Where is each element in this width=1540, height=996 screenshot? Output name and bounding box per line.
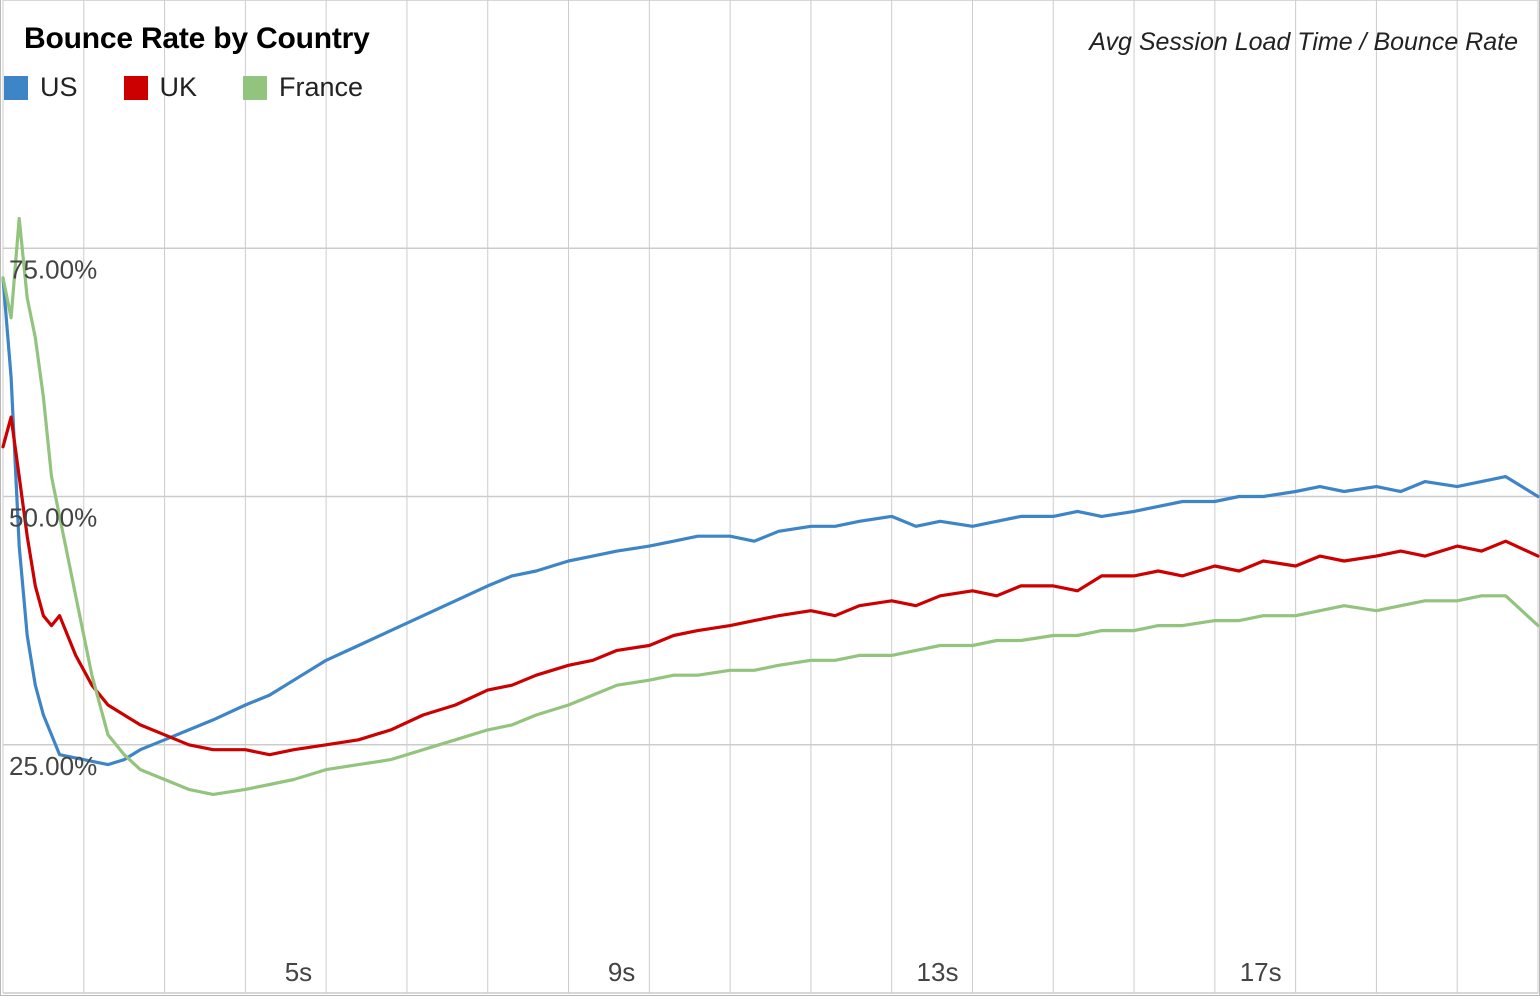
chart-subtitle: Avg Session Load Time / Bounce Rate [1089, 28, 1518, 56]
legend-item-france[interactable]: France [243, 72, 363, 103]
legend: US UK France [4, 72, 409, 103]
legend-label-us: US [40, 72, 78, 102]
legend-swatch-france [243, 75, 268, 100]
series-line-france[interactable] [1, 216, 1540, 796]
x-tick-label: 13s [917, 957, 959, 987]
y-axis-ticks: 25.00% 50.00% 75.00% [9, 254, 97, 781]
series-line-us[interactable] [1, 276, 1540, 767]
x-tick-label: 5s [285, 957, 312, 987]
legend-item-us[interactable]: US [4, 72, 78, 103]
series-line-uk[interactable] [1, 415, 1540, 757]
series-layer [1, 216, 1540, 796]
legend-swatch-uk [123, 75, 148, 100]
legend-item-uk[interactable]: UK [123, 72, 198, 103]
x-axis-ticks: 5s 9s 13s 17s [285, 957, 1282, 987]
y-tick-label: 25.00% [9, 751, 97, 781]
chart-title: Bounce Rate by Country [24, 22, 370, 55]
x-tick-label: 9s [608, 957, 635, 987]
y-tick-label: 75.00% [9, 254, 97, 284]
legend-label-france: France [279, 72, 364, 102]
y-tick-label: 50.00% [9, 503, 97, 533]
legend-swatch-us [4, 75, 28, 100]
legend-label-uk: UK [159, 72, 198, 102]
x-tick-label: 17s [1240, 957, 1282, 987]
